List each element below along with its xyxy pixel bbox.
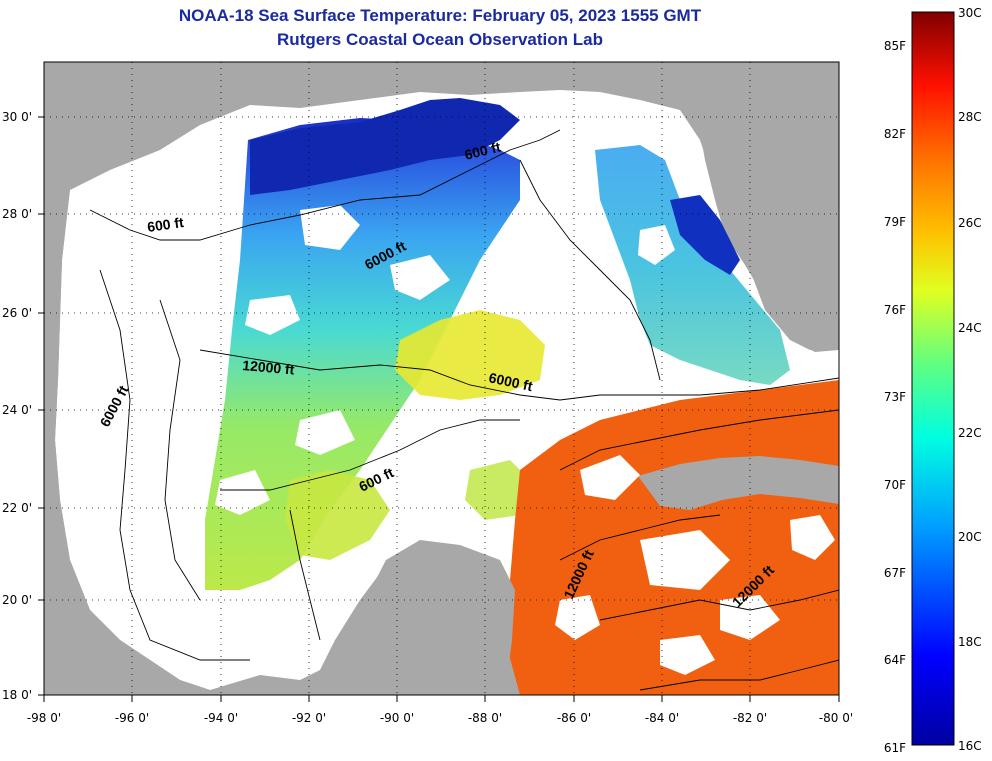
- latitude-axis: 30 0' 28 0' 26 0' 24 0' 22 0' 20 0' 18 0…: [2, 110, 44, 702]
- lon-label: -96 0': [115, 711, 149, 725]
- lat-label: 18 0': [2, 688, 32, 702]
- map-plot-area: 600 ft 6000 ft 600 ft 12000 ft 6000 ft 6…: [44, 62, 839, 695]
- colorbar-c-label: 16C: [958, 739, 982, 753]
- colorbar-c-label: 26C: [958, 216, 982, 230]
- us-coast-land: [44, 62, 700, 200]
- lon-label: -80 0': [819, 711, 853, 725]
- colorbar-f-label: 85F: [884, 39, 906, 53]
- yucatan-land: [340, 540, 515, 695]
- lat-label: 26 0': [2, 306, 32, 320]
- cloud-gap: [660, 635, 715, 675]
- lat-label: 30 0': [2, 110, 32, 124]
- contour-label: 12000 ft: [242, 357, 296, 378]
- sst-swath-east: [595, 145, 790, 385]
- colorbar-f-label: 70F: [884, 478, 906, 492]
- mexico-land: [44, 188, 210, 695]
- sst-cold-coast: [250, 98, 520, 195]
- cloud-gap: [295, 410, 355, 455]
- sst-patch-south2: [465, 460, 530, 520]
- colorbar-gradient: [911, 11, 955, 746]
- lat-label: 28 0': [2, 207, 32, 221]
- sst-patch-south: [285, 470, 390, 560]
- cloud-gap: [245, 295, 300, 335]
- lon-label: -94 0': [204, 711, 238, 725]
- colorbar-c-label: 20C: [958, 530, 982, 544]
- colorbar-c-label: 24C: [958, 321, 982, 335]
- lon-label: -86 0': [557, 711, 591, 725]
- lon-label: -84 0': [645, 711, 679, 725]
- cloud-gap: [790, 515, 835, 560]
- florida-land: [698, 62, 839, 352]
- cuba-land: [638, 456, 839, 510]
- cloud-gap: [638, 225, 675, 265]
- lat-label: 22 0': [2, 501, 32, 515]
- colorbar-c-label: 28C: [958, 110, 982, 124]
- cloud-gap: [640, 530, 730, 590]
- cloud-gap: [215, 470, 270, 515]
- sst-patch-central: [395, 310, 545, 400]
- lon-label: -88 0': [468, 711, 502, 725]
- colorbar-f-label: 61F: [884, 741, 906, 755]
- cloud-gap: [300, 205, 360, 250]
- colorbar-f-label: 79F: [884, 215, 906, 229]
- colorbar-f-label: 76F: [884, 303, 906, 317]
- graticule: [44, 62, 839, 695]
- lon-label: -92 0': [292, 711, 326, 725]
- contour-label: 600 ft: [146, 214, 185, 235]
- cloud-gap: [555, 595, 600, 640]
- map-frame: [43, 61, 840, 696]
- map-title: NOAA-18 Sea Surface Temperature: Februar…: [178, 6, 702, 25]
- lon-label: -82 0': [733, 711, 767, 725]
- bathymetry-contours: [89, 129, 839, 691]
- colorbar-f-label: 67F: [884, 566, 906, 580]
- colorbar-f-label: 73F: [884, 390, 906, 404]
- colorbar: 85F 82F 79F 76F 73F 70F 67F 64F 61F 30C …: [884, 6, 982, 755]
- cloud-gap: [580, 455, 640, 500]
- colorbar-c-label: 30C: [958, 6, 982, 20]
- colorbar-f-label: 64F: [884, 653, 906, 667]
- cloud-gap: [720, 595, 780, 640]
- lat-label: 20 0': [2, 593, 32, 607]
- map-subtitle: Rutgers Coastal Ocean Observation Lab: [277, 30, 603, 49]
- lat-label: 24 0': [2, 403, 32, 417]
- colorbar-c-label: 22C: [958, 426, 982, 440]
- sst-swath-west: [205, 118, 520, 590]
- lon-label: -98 0': [27, 711, 61, 725]
- cloud-gap: [390, 255, 450, 300]
- sst-cold-florida: [670, 195, 740, 275]
- lon-label: -90 0': [380, 711, 414, 725]
- colorbar-f-label: 82F: [884, 127, 906, 141]
- longitude-axis: -98 0' -96 0' -94 0' -92 0' -90 0' -88 0…: [27, 695, 853, 725]
- colorbar-c-label: 18C: [958, 635, 982, 649]
